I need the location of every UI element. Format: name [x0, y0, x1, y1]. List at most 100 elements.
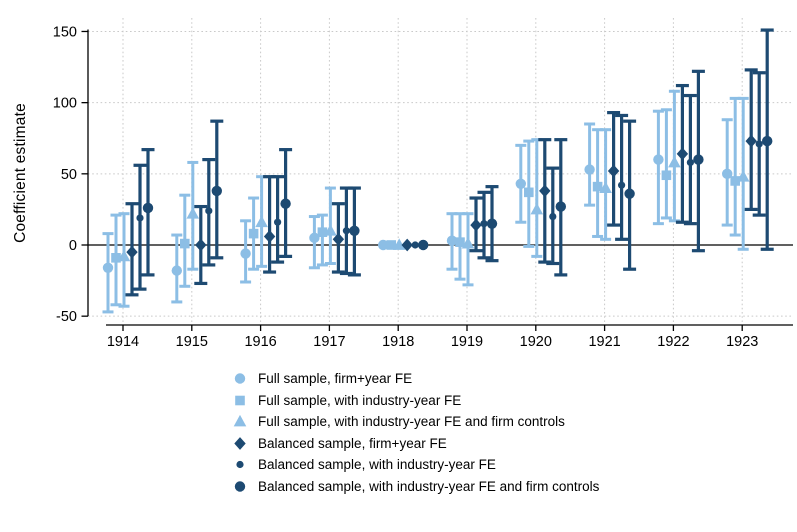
error-bar: [554, 138, 568, 277]
error-bar: [240, 219, 252, 284]
legend-item: Full sample, with industry-year FE and f…: [231, 411, 599, 433]
legend-item-label: Full sample, firm+year FE: [258, 371, 413, 387]
x-tick-label: 1922: [657, 334, 689, 350]
data-marker-circle: [762, 135, 773, 147]
error-bar: [102, 232, 114, 314]
error-bar: [324, 186, 337, 266]
error-bar: [615, 113, 629, 241]
legend-marker-circle-icon: [234, 373, 246, 384]
error-bar: [171, 233, 183, 304]
data-marker-square: [730, 176, 740, 186]
data-marker-circle: [722, 168, 733, 180]
data-marker-triangle: [186, 207, 200, 219]
data-marker-circle-small: [686, 158, 695, 167]
error-bar: [485, 185, 499, 263]
data-marker-diamond: [745, 134, 757, 148]
error-bar: [141, 148, 155, 277]
error-bar: [523, 139, 535, 248]
legend-item-label: Full sample, with industry-year FE and f…: [258, 414, 565, 430]
x-tick-label: 1920: [520, 334, 552, 350]
x-tick-label: 1915: [176, 334, 208, 350]
x-tick-label: 1917: [313, 334, 345, 350]
error-bar: [411, 241, 419, 249]
y-tick-label: 50: [61, 167, 77, 183]
error-bar: [752, 71, 766, 217]
data-marker-circle: [142, 202, 154, 214]
legend-item: Full sample, with industry-year FE: [231, 390, 599, 412]
data-marker-circle-small: [549, 212, 557, 221]
error-bar: [736, 96, 750, 251]
data-marker-circle-small: [236, 461, 244, 469]
data-marker-circle: [378, 239, 389, 251]
legend-item: Balanced sample, with industry-year FE a…: [231, 476, 599, 498]
data-marker-circle-small: [411, 241, 419, 249]
data-marker-triangle: [668, 155, 681, 168]
y-tick-label: 0: [69, 238, 77, 254]
data-marker-circle: [584, 164, 595, 175]
x-axis: 1914 1915 1916 1917 1918 1919 1920 1921 1922 1923: [106, 324, 793, 350]
error-bar: [308, 215, 320, 270]
data-marker-diamond: [539, 184, 551, 198]
data-marker-diamond: [234, 436, 246, 450]
y-tick-label: 150: [53, 24, 77, 40]
legend-marker-circle-icon: [234, 481, 246, 492]
error-bar: [652, 109, 664, 226]
data-marker-square: [455, 237, 465, 247]
data-marker-square: [248, 228, 259, 239]
data-marker-circle: [446, 235, 458, 246]
error-bar: [347, 186, 361, 277]
error-bar: [378, 239, 389, 251]
x-tick-label: 1916: [244, 334, 276, 350]
data-marker-triangle: [117, 249, 131, 262]
error-bar: [255, 175, 268, 268]
data-marker-circle: [234, 481, 246, 492]
error-bar: [248, 196, 260, 271]
data-marker-circle-small: [274, 218, 282, 226]
data-marker-square: [386, 240, 396, 250]
error-bar: [530, 138, 544, 258]
error-bar: [418, 239, 429, 251]
error-bar: [392, 238, 406, 250]
data-marker-diamond: [676, 147, 689, 161]
data-marker-triangle: [255, 215, 268, 228]
y-axis-label: Coefficient estimate: [12, 103, 29, 243]
y-tick-label: 100: [53, 96, 77, 112]
legend-item: Full sample, firm+year FE: [231, 368, 599, 390]
data-marker-circle: [171, 265, 182, 276]
data-marker-square: [661, 170, 672, 181]
error-bar: [179, 193, 191, 288]
data-marker-diamond: [332, 232, 345, 246]
error-bar: [721, 118, 733, 227]
data-marker-triangle: [324, 224, 337, 236]
x-tick-label: 1914: [107, 334, 139, 350]
error-bar: [660, 108, 672, 220]
data-marker-diamond: [607, 164, 620, 178]
error-bar: [331, 202, 345, 274]
data-marker-diamond: [126, 245, 138, 259]
data-marker-circle-small: [342, 227, 350, 235]
x-tick-label: 1923: [726, 334, 758, 350]
error-bar: [683, 93, 697, 226]
data-marker-square: [180, 238, 190, 249]
data-marker-circle-small: [136, 214, 144, 222]
error-bar: [592, 128, 604, 238]
data-marker-circle: [211, 185, 222, 197]
error-bar: [446, 212, 458, 271]
data-marker-square: [592, 181, 603, 192]
data-marker-diamond: [470, 218, 482, 232]
legend: Full sample, firm+year FE Full sample, w…: [231, 368, 599, 497]
error-bar: [599, 128, 612, 241]
error-bar: [675, 83, 689, 224]
error-bar: [386, 240, 396, 250]
data-marker-square: [317, 227, 328, 237]
data-marker-circle: [653, 154, 664, 165]
error-bar: [271, 175, 285, 264]
error-bar: [584, 122, 596, 207]
data-marker-circle: [309, 232, 320, 244]
data-marker-square: [235, 395, 245, 406]
legend-item-label: Balanced sample, with industry-year FE: [258, 457, 496, 473]
error-bar: [117, 212, 131, 308]
error-bar: [469, 196, 483, 253]
y-axis: -50 0 50 100 150: [53, 24, 89, 325]
data-marker-circle: [555, 201, 566, 212]
